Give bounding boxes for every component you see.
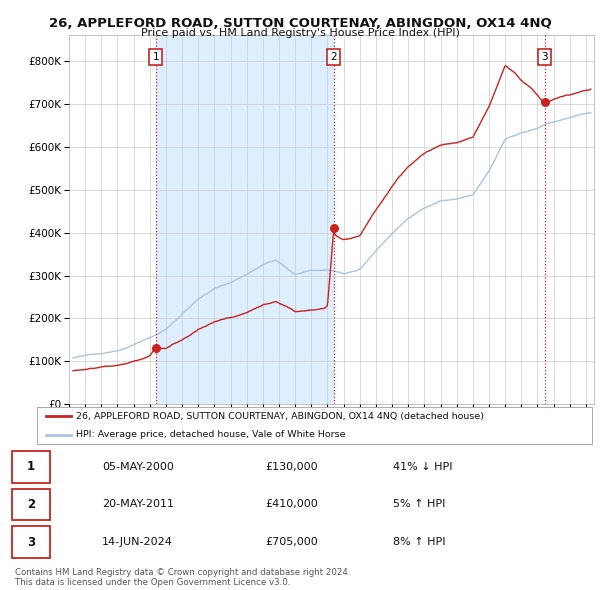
Text: 05-MAY-2000: 05-MAY-2000 (102, 462, 174, 471)
Text: 1: 1 (152, 52, 159, 62)
FancyBboxPatch shape (12, 451, 50, 483)
Text: £705,000: £705,000 (265, 537, 318, 547)
Text: 2: 2 (27, 498, 35, 511)
Text: 1: 1 (27, 460, 35, 473)
Text: 2: 2 (330, 52, 337, 62)
Text: 41% ↓ HPI: 41% ↓ HPI (393, 462, 452, 471)
Bar (156, 35, 334, 404)
Text: £410,000: £410,000 (265, 500, 318, 509)
Text: HPI: Average price, detached house, Vale of White Horse: HPI: Average price, detached house, Vale… (76, 430, 346, 439)
Text: 20-MAY-2011: 20-MAY-2011 (102, 500, 174, 509)
Text: 5% ↑ HPI: 5% ↑ HPI (393, 500, 445, 509)
FancyBboxPatch shape (12, 489, 50, 520)
Text: 26, APPLEFORD ROAD, SUTTON COURTENAY, ABINGDON, OX14 4NQ (detached house): 26, APPLEFORD ROAD, SUTTON COURTENAY, AB… (76, 412, 484, 421)
Text: Price paid vs. HM Land Registry's House Price Index (HPI): Price paid vs. HM Land Registry's House … (140, 28, 460, 38)
Text: 8% ↑ HPI: 8% ↑ HPI (393, 537, 446, 547)
Text: 3: 3 (27, 536, 35, 549)
FancyBboxPatch shape (12, 526, 50, 558)
Text: Contains HM Land Registry data © Crown copyright and database right 2024.
This d: Contains HM Land Registry data © Crown c… (15, 568, 350, 587)
Text: 3: 3 (542, 52, 548, 62)
Text: 26, APPLEFORD ROAD, SUTTON COURTENAY, ABINGDON, OX14 4NQ: 26, APPLEFORD ROAD, SUTTON COURTENAY, AB… (49, 17, 551, 30)
Text: £130,000: £130,000 (265, 462, 318, 471)
Text: 14-JUN-2024: 14-JUN-2024 (102, 537, 173, 547)
